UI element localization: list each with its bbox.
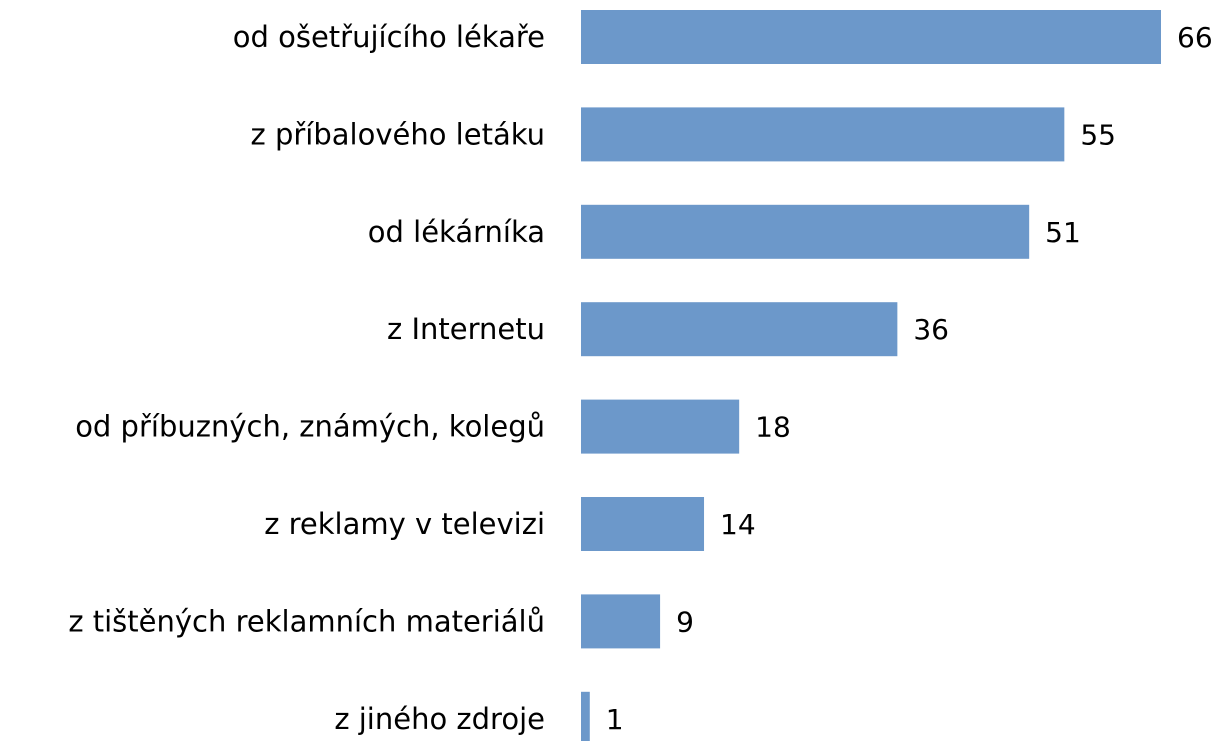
category-label: z tištěných reklamních materiálů [68, 604, 545, 638]
bar [581, 107, 1065, 162]
value-label: 9 [676, 605, 694, 638]
category-label: z jiného zdroje [334, 702, 545, 736]
bar [581, 399, 740, 454]
value-label: 18 [755, 411, 791, 444]
value-label: 66 [1177, 21, 1213, 54]
category-label: od příbuzných, známých, kolegů [75, 410, 545, 444]
bar [581, 497, 705, 551]
bar [581, 204, 1030, 259]
category-label: z příbalového letáku [251, 117, 545, 151]
value-label: 1 [606, 703, 624, 736]
category-label: od lékárníka [368, 215, 545, 249]
value-label: 14 [720, 508, 756, 541]
value-label: 55 [1080, 118, 1116, 151]
value-label: 51 [1045, 216, 1081, 249]
category-label: z reklamy v televizi [264, 507, 545, 541]
bar [581, 594, 661, 649]
bar [581, 10, 1161, 64]
bar [581, 302, 898, 357]
value-label: 36 [913, 313, 949, 346]
category-label: z Internetu [387, 312, 545, 346]
bar [581, 691, 590, 741]
category-label: od ošetřujícího lékaře [233, 20, 545, 54]
